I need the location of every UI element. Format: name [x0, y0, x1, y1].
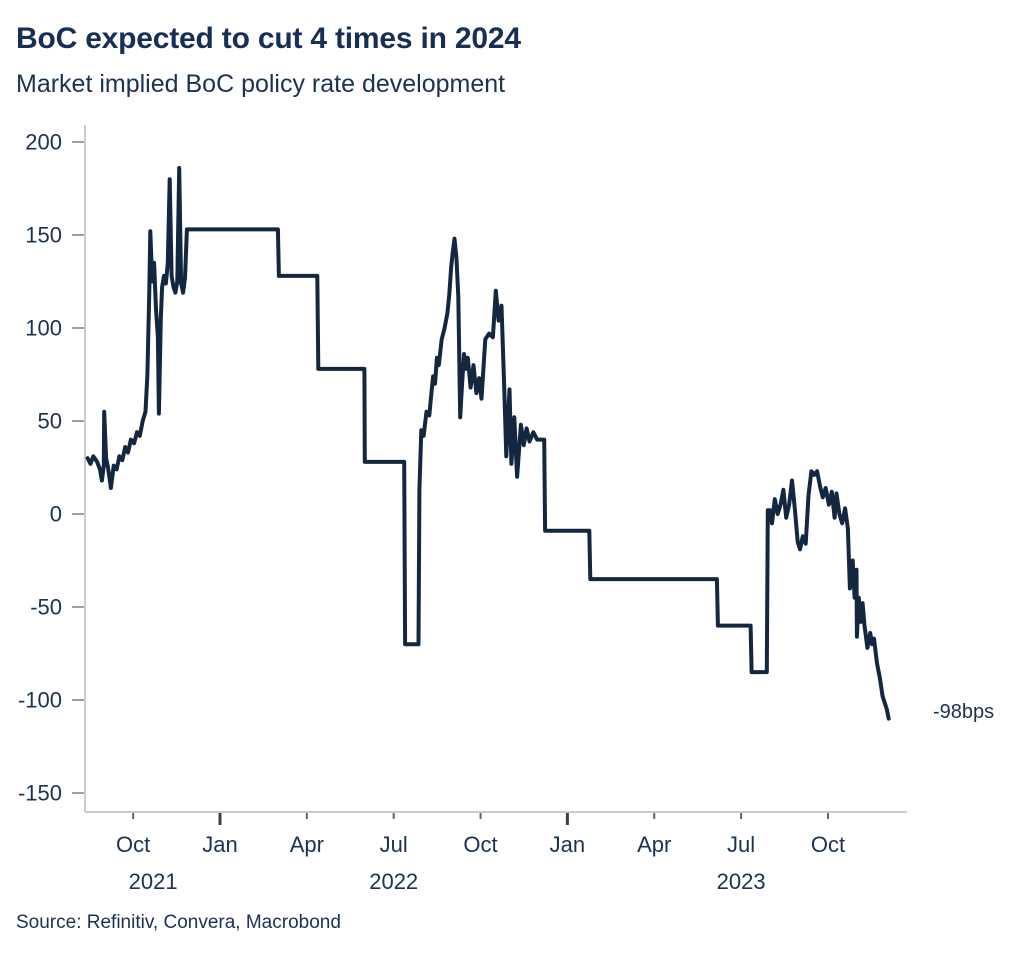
chart-title: BoC expected to cut 4 times in 2024 — [16, 22, 521, 56]
chart-subtitle: Market implied BoC policy rate developme… — [16, 70, 505, 99]
x-year-label: 2023 — [717, 869, 766, 894]
x-year-label: 2022 — [369, 869, 418, 894]
x-month-label: Jan — [202, 832, 237, 857]
y-tick-label: -100 — [18, 688, 62, 713]
x-month-label: Apr — [637, 832, 671, 857]
y-tick-label: 150 — [25, 223, 62, 248]
rate-line-path — [88, 168, 889, 719]
policy-rate-chart: 200 150 100 50 0 -50 -100 -150 Oct Jan Apr Jul Oct J… — [0, 0, 1024, 958]
x-month-label: Apr — [290, 832, 324, 857]
x-month-label: Jan — [550, 832, 585, 857]
end-value-label: -98bps — [933, 701, 994, 723]
source-note: Source: Refinitiv, Convera, Macrobond — [16, 912, 341, 934]
x-month-label: Oct — [463, 832, 497, 857]
x-month-label: Oct — [811, 832, 845, 857]
x-month-label: Jul — [727, 832, 755, 857]
y-tick-label: 200 — [25, 130, 62, 155]
x-month-label: Jul — [380, 832, 408, 857]
y-tick-label: 100 — [25, 316, 62, 341]
page: { "header": { "title": "BoC expected to … — [0, 0, 1024, 958]
y-axis: 200 150 100 50 0 -50 -100 -150 — [18, 125, 85, 812]
x-month-label: Oct — [116, 832, 150, 857]
y-tick-label: -150 — [18, 781, 62, 806]
x-axis: Oct Jan Apr Jul Oct Jan Apr Jul Oct 2021 2022 2023 — [85, 812, 907, 894]
y-tick-label: 50 — [38, 409, 62, 434]
policy-rate-line — [88, 168, 889, 719]
x-year-label: 2021 — [129, 869, 178, 894]
y-tick-label: 0 — [50, 502, 62, 527]
y-tick-label: -50 — [30, 595, 62, 620]
